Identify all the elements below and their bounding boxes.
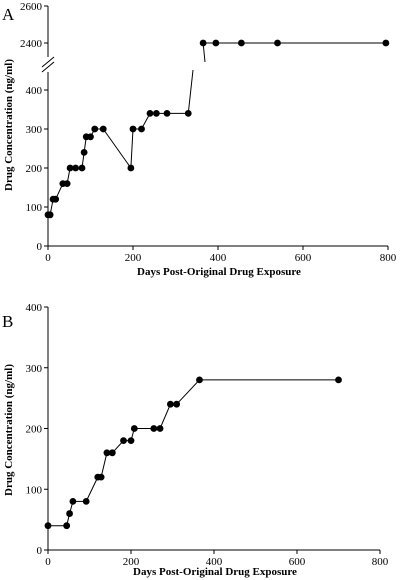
panel-a-data-point <box>91 125 99 133</box>
panel-a-series-line <box>187 69 194 114</box>
panel-b-letter: B <box>2 312 13 331</box>
panel-a-xlabel: Days Post-Original Drug Exposure <box>137 266 301 278</box>
panel-b-data-point <box>103 449 111 457</box>
panel-b-data-point <box>127 437 135 445</box>
panel-b-data-point <box>150 425 158 432</box>
panel-a: A Drug Concentration (ng/ml) Days Post-O… <box>2 1 397 278</box>
panel-b-series-line <box>100 452 108 478</box>
panel-b-y-tick-label: 400 <box>26 302 43 314</box>
panel-b-data-point <box>82 498 90 505</box>
panel-b-data-point <box>97 473 105 481</box>
panel-a-y-tick-label: 2400 <box>20 38 43 50</box>
panel-b-y-tick-label: 300 <box>26 363 43 375</box>
panel-a-data-point <box>163 110 171 117</box>
panel-a-data-point <box>237 39 245 47</box>
panel-b-series-line <box>85 476 99 502</box>
panel-a-letter: A <box>2 5 15 24</box>
panel-a-axis-break-mark <box>41 61 55 73</box>
panel-a-ylabel: Drug Concentration (ng/ml) <box>3 59 15 191</box>
panel-b-data-point <box>173 400 181 408</box>
panel-a-data-point <box>212 39 220 47</box>
panel-a-series-line <box>102 128 132 169</box>
panel-b-x-tick-label: 0 <box>45 556 51 568</box>
panel-a-x-tick-label: 200 <box>125 252 142 264</box>
panel-a-data-point <box>99 125 107 133</box>
panel-a-y-tick-label: 100 <box>26 202 43 214</box>
panel-a-data-point <box>72 164 80 172</box>
panel-b-data-point <box>108 449 116 457</box>
panel-b: B Drug Concentration (ng/ml) Days Post-O… <box>2 302 389 578</box>
panel-b-data-point <box>156 425 164 432</box>
panel-b-data-point <box>130 425 138 432</box>
panel-a-data-point <box>274 39 281 47</box>
panel-a-y-tick-label: 400 <box>26 85 43 97</box>
panel-b-y-tick-label: 0 <box>37 545 43 557</box>
panel-b-data-point <box>167 400 174 408</box>
panel-a-x-tick-label: 0 <box>45 252 51 264</box>
panel-b-series-line <box>176 379 200 405</box>
panel-b-ylabel: Drug Concentration (ng/ml) <box>3 364 15 496</box>
panel-a-data-point <box>129 125 137 133</box>
panel-b-data-point <box>69 498 77 505</box>
panel-b-x-tick-label: 400 <box>206 556 223 568</box>
panel-a-data-point <box>46 211 54 219</box>
panel-b-data-point <box>196 376 203 384</box>
panel-a-y-tick-label: 2600 <box>20 1 43 13</box>
panel-b-data-point <box>120 437 127 445</box>
panel-a-y-tick-label: 0 <box>37 241 43 253</box>
panel-a-axis-break-mark <box>41 56 55 68</box>
panel-a-data-point <box>52 195 60 203</box>
panel-b-x-tick-label: 200 <box>123 556 140 568</box>
panel-a-y-tick-label: 300 <box>26 124 43 136</box>
panel-a-data-point <box>138 125 145 133</box>
panel-a-data-point <box>78 164 86 172</box>
panel-b-plot-area: 0 200 400 600 800 0 100 200 300 400 <box>26 302 389 568</box>
panel-b-y-tick-label: 200 <box>26 424 43 436</box>
panel-a-plot-area: 0 200 400 600 800 0 100 200 300 400 2400 2600 <box>20 1 397 264</box>
panel-a-data-point <box>184 110 192 117</box>
panel-b-data-point <box>63 522 71 530</box>
panel-b-series-line <box>159 404 171 429</box>
panel-a-data-point <box>382 39 390 47</box>
panel-a-data-point <box>152 110 160 117</box>
panel-b-y-tick-label: 100 <box>26 484 43 496</box>
panel-a-data-point <box>63 180 71 188</box>
panel-a-data-point <box>146 110 154 117</box>
panel-b-data-point <box>44 522 52 530</box>
panel-a-x-tick-label: 800 <box>380 252 397 264</box>
panel-a-data-point <box>66 164 74 172</box>
panel-a-data-point <box>87 133 94 141</box>
panel-a-series-line <box>130 128 134 169</box>
panel-a-data-point <box>80 149 88 156</box>
panel-b-xlabel: Days Post-Original Drug Exposure <box>133 566 297 578</box>
panel-b-data-point <box>335 376 342 384</box>
panel-a-x-tick-label: 600 <box>295 252 312 264</box>
panel-b-data-point <box>66 510 73 517</box>
panel-b-x-tick-label: 800 <box>372 556 389 568</box>
panel-a-x-tick-label: 400 <box>210 252 227 264</box>
panel-b-x-tick-label: 600 <box>289 556 306 568</box>
panel-a-data-point <box>127 164 135 172</box>
panel-a-data-point <box>199 39 207 47</box>
panel-a-y-tick-label: 200 <box>26 163 43 175</box>
